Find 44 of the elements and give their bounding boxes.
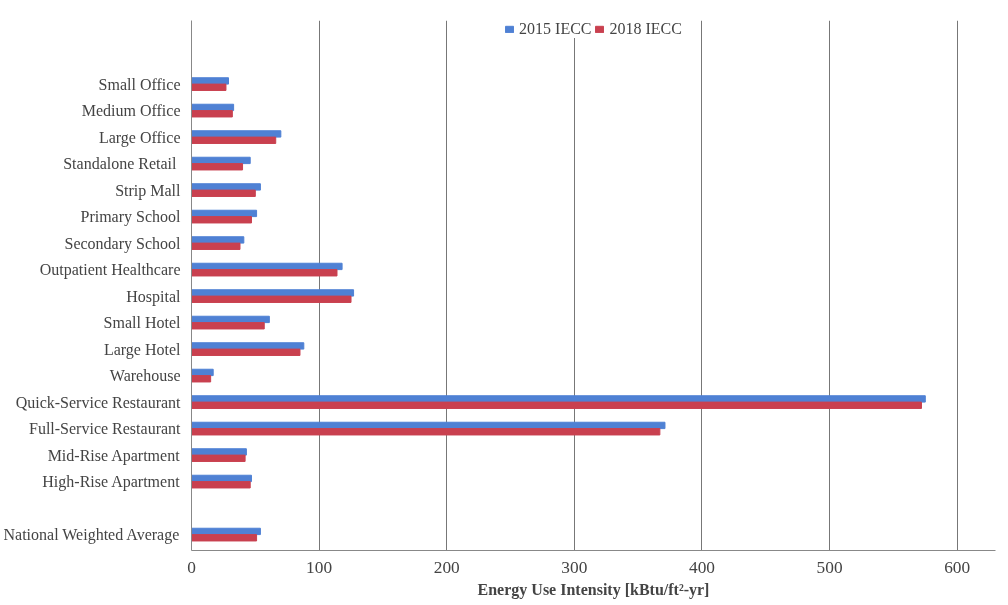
y-tick-label: Full-Service Restaurant xyxy=(28,420,182,438)
x-tick-label: 100 xyxy=(306,557,333,577)
bar xyxy=(191,295,352,303)
y-tick-label: Small Office xyxy=(98,75,181,93)
bar xyxy=(191,216,252,224)
y-tick-label: Hospital xyxy=(126,287,182,306)
bar xyxy=(191,83,227,91)
y-tick-label: Small Hotel xyxy=(103,314,182,332)
x-tick-label: 500 xyxy=(816,557,843,577)
bar xyxy=(191,322,265,330)
x-tick-label: 0 xyxy=(187,557,196,577)
bar xyxy=(191,136,277,144)
x-tick-label: 400 xyxy=(688,557,715,577)
bar xyxy=(191,189,256,197)
y-tick-label: Outpatient Healthcare xyxy=(39,261,181,280)
bar xyxy=(191,110,233,118)
bar xyxy=(191,242,241,250)
y-tick-label: Medium Office xyxy=(81,102,181,120)
bar xyxy=(191,401,922,409)
legend-label: 2015 IECC xyxy=(519,20,592,38)
x-tick-label: 300 xyxy=(561,557,588,577)
bar xyxy=(191,375,212,383)
y-tick-label: Standalone Retail xyxy=(63,155,178,173)
bar xyxy=(191,348,301,356)
legend-label: 2018 IECC xyxy=(609,20,682,38)
y-tick-label: National Weighted Average xyxy=(3,526,180,545)
bar xyxy=(191,534,258,542)
y-tick-label: Quick-Service Restaurant xyxy=(15,393,182,411)
y-tick-label: Large Office xyxy=(98,128,181,147)
y-tick-label: Strip Mall xyxy=(115,181,182,200)
y-tick-label: Mid-Rise Apartment xyxy=(47,446,181,465)
x-tick-label: 600 xyxy=(944,557,971,577)
y-tick-label: Primary School xyxy=(80,208,182,227)
x-tick-label: 200 xyxy=(433,557,460,577)
bar xyxy=(191,481,251,489)
y-tick-label: Secondary School xyxy=(64,234,182,253)
x-axis-title: Energy Use Intensity [kBtu/ft²-yr] xyxy=(477,580,710,599)
y-tick-label: High-Rise Apartment xyxy=(42,473,181,492)
bar xyxy=(191,269,338,277)
y-tick-label: Warehouse xyxy=(109,367,181,385)
bar xyxy=(191,163,244,171)
bar xyxy=(191,428,661,436)
y-tick-label: Large Hotel xyxy=(103,340,182,359)
bar xyxy=(191,454,246,462)
